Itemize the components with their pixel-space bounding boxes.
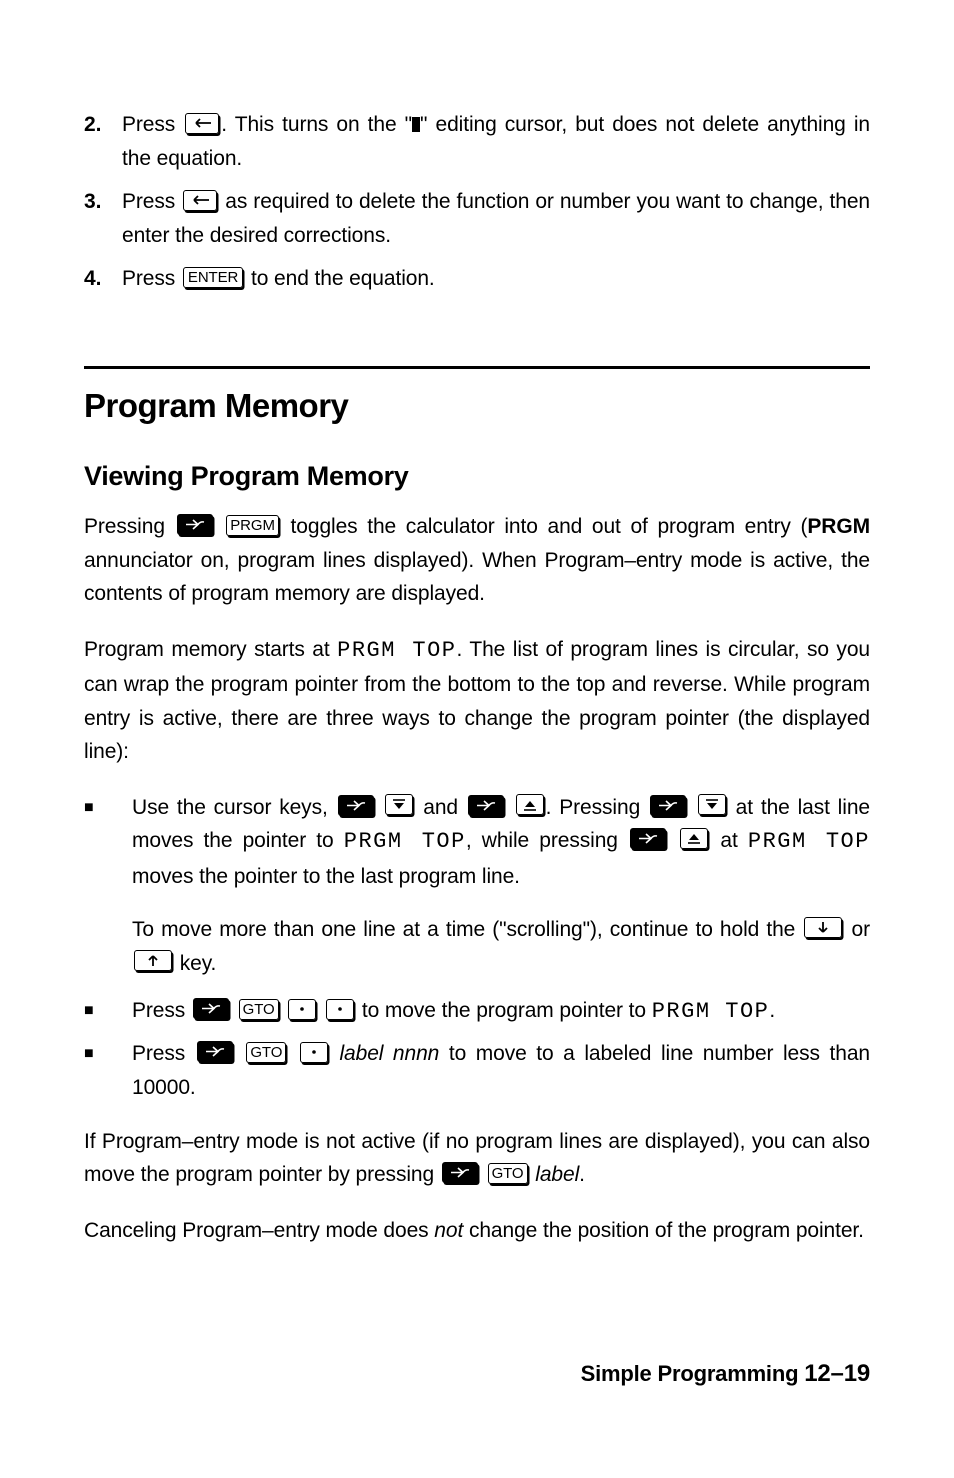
heading-program-memory: Program Memory [84,387,870,425]
shift-key-icon [442,1162,478,1183]
step-3: 3. Press as required to delete the funct… [84,185,870,252]
text: toggles the calculator into and out of p… [281,515,808,538]
italic-label: label nnnn [339,1042,439,1065]
dot-key-icon [300,1042,328,1063]
gto-key-icon: GTO [239,999,279,1020]
cursor-block-icon [412,117,420,132]
text: . This turns on the " [221,113,412,136]
enter-key-icon: ENTER [183,267,243,288]
shift-key-icon [630,828,666,849]
text: . Pressing [546,796,648,819]
paragraph: Pressing PRGM toggles the calculator int… [84,510,870,611]
divider [84,366,870,369]
down-arrow-key-icon [804,917,842,938]
dot-key-icon [326,999,354,1020]
text-bold: PRGM [807,515,870,538]
text: moves the pointer to the last program li… [132,865,520,888]
text: Press [122,113,183,136]
text: . [579,1163,585,1186]
step-2: 2. Press . This turns on the "" editing … [84,108,870,175]
text: To move more than one line at a time ("s… [132,918,802,941]
italic-text: not [434,1219,463,1242]
paragraph: If Program–entry mode is not active (if … [84,1125,870,1192]
text: change the position of the program point… [463,1219,864,1242]
prgm-key-icon: PRGM [226,515,279,536]
up-bar-key-icon [698,794,726,815]
bullet-list: ■ Press GTO to move the program pointer … [84,994,870,1104]
text: or [844,918,870,941]
paragraph: Canceling Program–entry mode does not ch… [84,1214,870,1248]
step-number: 4. [84,262,122,296]
gto-key-icon: GTO [246,1042,286,1063]
list-item: ■ Press GTO label nnnn to move to a labe… [84,1037,870,1104]
step-number: 3. [84,185,122,219]
shift-key-icon [197,1041,233,1062]
gto-key-icon: GTO [488,1163,528,1184]
shift-key-icon [338,795,374,816]
shift-key-icon [650,795,686,816]
square-bullet-icon: ■ [84,791,132,821]
square-bullet-icon: ■ [84,994,132,1024]
backspace-arrow-key-icon [185,113,219,134]
segment-display-text: PRGM TOP [652,999,770,1024]
text: and [415,796,465,819]
page-footer: Simple Programming 12–19 [581,1360,870,1388]
text: annunciator on, program lines displayed)… [84,549,870,606]
shift-key-icon [468,795,504,816]
text: Press [132,999,191,1022]
text: to move the program pointer to [356,999,652,1022]
step-4: 4. Press ENTER to end the equation. [84,262,870,296]
text: to end the equation. [245,267,434,290]
text: Press [132,1042,195,1065]
bullet-list: ■ Use the cursor keys, and . Pressing at… [84,791,870,893]
up-arrow-key-icon [134,950,172,971]
text: Pressing [84,515,175,538]
segment-display-text: PRGM TOP [344,829,466,854]
text: as required to delete the function or nu… [122,190,870,247]
shift-key-icon [177,514,213,535]
list-item: ■ Press GTO to move the program pointer … [84,994,870,1029]
italic-label: label [535,1163,579,1186]
square-bullet-icon: ■ [84,1037,132,1067]
step-text: Press . This turns on the "" editing cur… [122,108,870,175]
text: , while pressing [466,829,628,852]
text: key. [174,952,216,975]
text: to move to a labeled line number less th… [132,1042,870,1099]
text: at [710,829,748,852]
text: Press [122,190,181,213]
text: . [769,999,775,1022]
list-item: ■ Use the cursor keys, and . Pressing at… [84,791,870,893]
footer-title: Simple Programming [581,1361,805,1386]
page-number: 12–19 [804,1360,870,1387]
sub-paragraph: To move more than one line at a time ("s… [132,913,870,980]
step-number: 2. [84,108,122,142]
text: Press [122,267,181,290]
text: Canceling Program–entry mode does [84,1219,434,1242]
text: Use the cursor keys, [132,796,336,819]
backspace-arrow-key-icon [183,190,217,211]
segment-display-text: PRGM TOP [337,638,456,663]
down-bar-key-icon [680,828,708,849]
text: Program memory starts at [84,638,337,661]
down-bar-key-icon [516,794,544,815]
heading-viewing-program-memory: Viewing Program Memory [84,461,870,492]
up-bar-key-icon [385,794,413,815]
step-text: Press as required to delete the function… [122,185,870,252]
step-text: Press ENTER to end the equation. [122,262,870,296]
shift-key-icon [193,998,229,1019]
dot-key-icon [288,999,316,1020]
segment-display-text: PRGM TOP [748,829,870,854]
paragraph: Program memory starts at PRGM TOP. The l… [84,633,870,769]
